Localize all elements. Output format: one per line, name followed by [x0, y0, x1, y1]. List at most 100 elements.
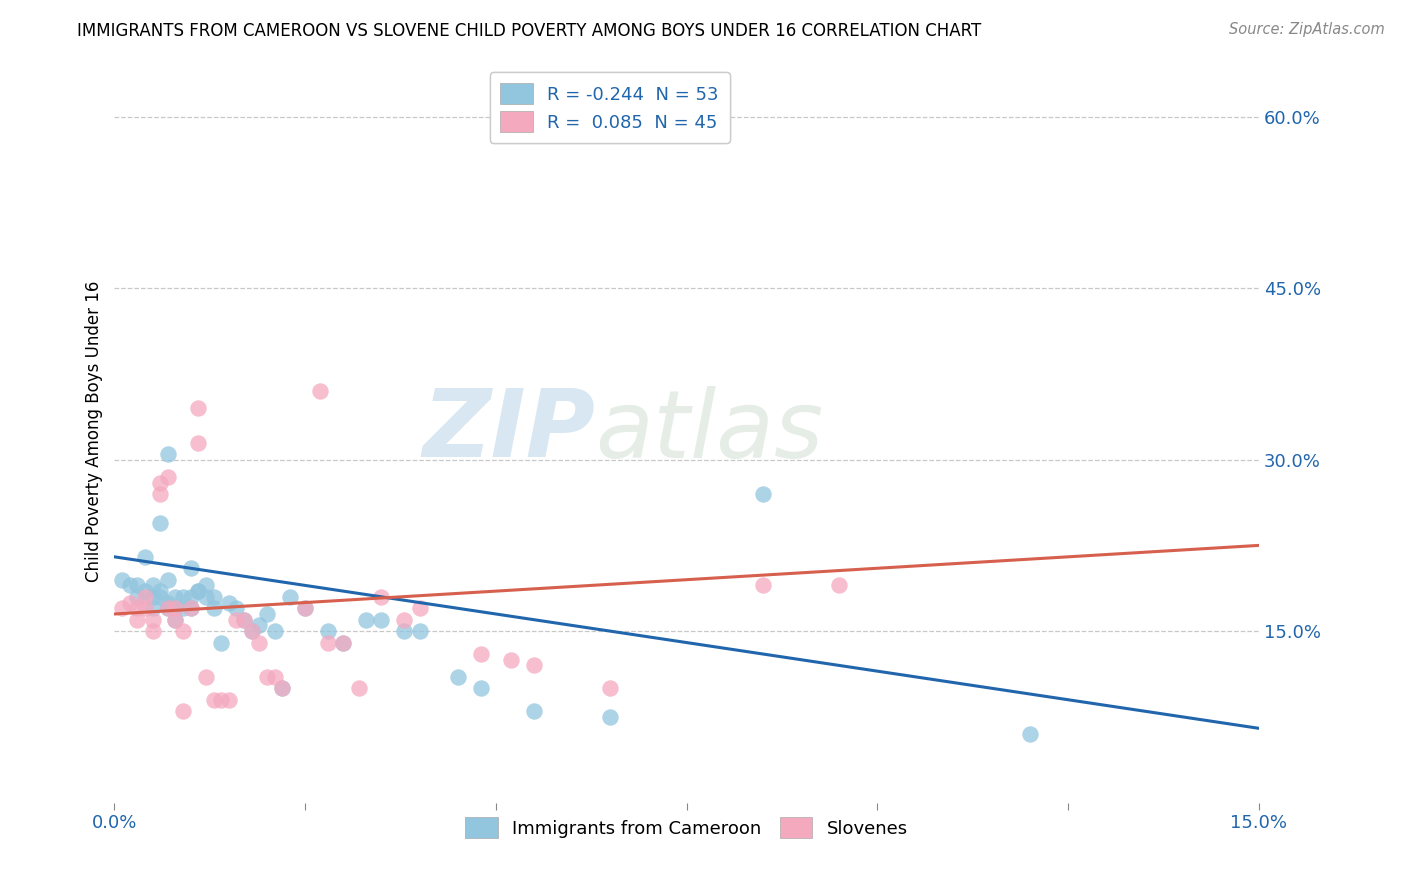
Point [165, 613, 187, 627]
Point [165, 601, 187, 615]
Point [187, 584, 209, 599]
Point [278, 590, 301, 604]
Point [370, 590, 392, 604]
Point [180, 601, 202, 615]
Point [156, 447, 179, 461]
Point [156, 573, 179, 587]
Point [523, 704, 546, 718]
Point [156, 601, 179, 615]
Legend: R = -0.244  N = 53, R =  0.085  N = 45: R = -0.244 N = 53, R = 0.085 N = 45 [489, 72, 730, 143]
Text: ZIP: ZIP [422, 385, 595, 477]
Point [828, 578, 851, 592]
Point [172, 601, 194, 615]
Point [187, 584, 209, 599]
Point [599, 681, 621, 696]
Point [194, 670, 217, 684]
Point [247, 635, 270, 649]
Point [165, 590, 187, 604]
Point [134, 601, 156, 615]
Point [187, 401, 209, 416]
Point [271, 681, 294, 696]
Point [172, 704, 194, 718]
Point [142, 601, 165, 615]
Point [332, 635, 354, 649]
Point [202, 601, 225, 615]
Point [111, 601, 134, 615]
Point [225, 601, 247, 615]
Point [180, 590, 202, 604]
Point [394, 613, 416, 627]
Point [332, 635, 354, 649]
Text: Source: ZipAtlas.com: Source: ZipAtlas.com [1229, 22, 1385, 37]
Point [142, 613, 165, 627]
Point [394, 624, 416, 639]
Point [294, 601, 316, 615]
Point [134, 584, 156, 599]
Point [523, 658, 546, 673]
Point [111, 573, 134, 587]
Point [470, 681, 492, 696]
Point [149, 487, 172, 501]
Point [134, 549, 156, 564]
Point [501, 653, 523, 667]
Point [156, 596, 179, 610]
Point [408, 601, 430, 615]
Y-axis label: Child Poverty Among Boys Under 16: Child Poverty Among Boys Under 16 [86, 280, 103, 582]
Point [347, 681, 370, 696]
Point [172, 624, 194, 639]
Point [316, 635, 339, 649]
Point [256, 670, 278, 684]
Point [354, 613, 377, 627]
Point [118, 596, 141, 610]
Point [263, 670, 285, 684]
Point [142, 624, 165, 639]
Point [1018, 727, 1040, 741]
Point [172, 590, 194, 604]
Point [447, 670, 470, 684]
Point [294, 601, 316, 615]
Point [194, 578, 217, 592]
Text: IMMIGRANTS FROM CAMEROON VS SLOVENE CHILD POVERTY AMONG BOYS UNDER 16 CORRELATIO: IMMIGRANTS FROM CAMEROON VS SLOVENE CHIL… [77, 22, 981, 40]
Point [752, 487, 775, 501]
Point [240, 624, 263, 639]
Point [218, 692, 240, 706]
Point [233, 613, 256, 627]
Point [156, 470, 179, 484]
Point [309, 384, 332, 398]
Point [202, 590, 225, 604]
Point [675, 93, 697, 107]
Point [187, 435, 209, 450]
Point [165, 613, 187, 627]
Point [149, 584, 172, 599]
Point [127, 590, 149, 604]
Point [149, 516, 172, 530]
Point [180, 601, 202, 615]
Point [127, 613, 149, 627]
Point [127, 578, 149, 592]
Point [271, 681, 294, 696]
Point [202, 692, 225, 706]
Text: atlas: atlas [595, 385, 824, 476]
Point [165, 601, 187, 615]
Point [225, 613, 247, 627]
Point [180, 561, 202, 575]
Point [370, 613, 392, 627]
Point [470, 647, 492, 661]
Point [127, 601, 149, 615]
Point [233, 613, 256, 627]
Point [209, 635, 232, 649]
Point [156, 601, 179, 615]
Point [142, 590, 165, 604]
Point [149, 475, 172, 490]
Point [149, 590, 172, 604]
Point [209, 692, 232, 706]
Point [142, 578, 165, 592]
Point [118, 578, 141, 592]
Point [263, 624, 285, 639]
Point [218, 596, 240, 610]
Point [194, 590, 217, 604]
Point [134, 590, 156, 604]
Point [247, 618, 270, 632]
Point [256, 607, 278, 621]
Point [752, 578, 775, 592]
